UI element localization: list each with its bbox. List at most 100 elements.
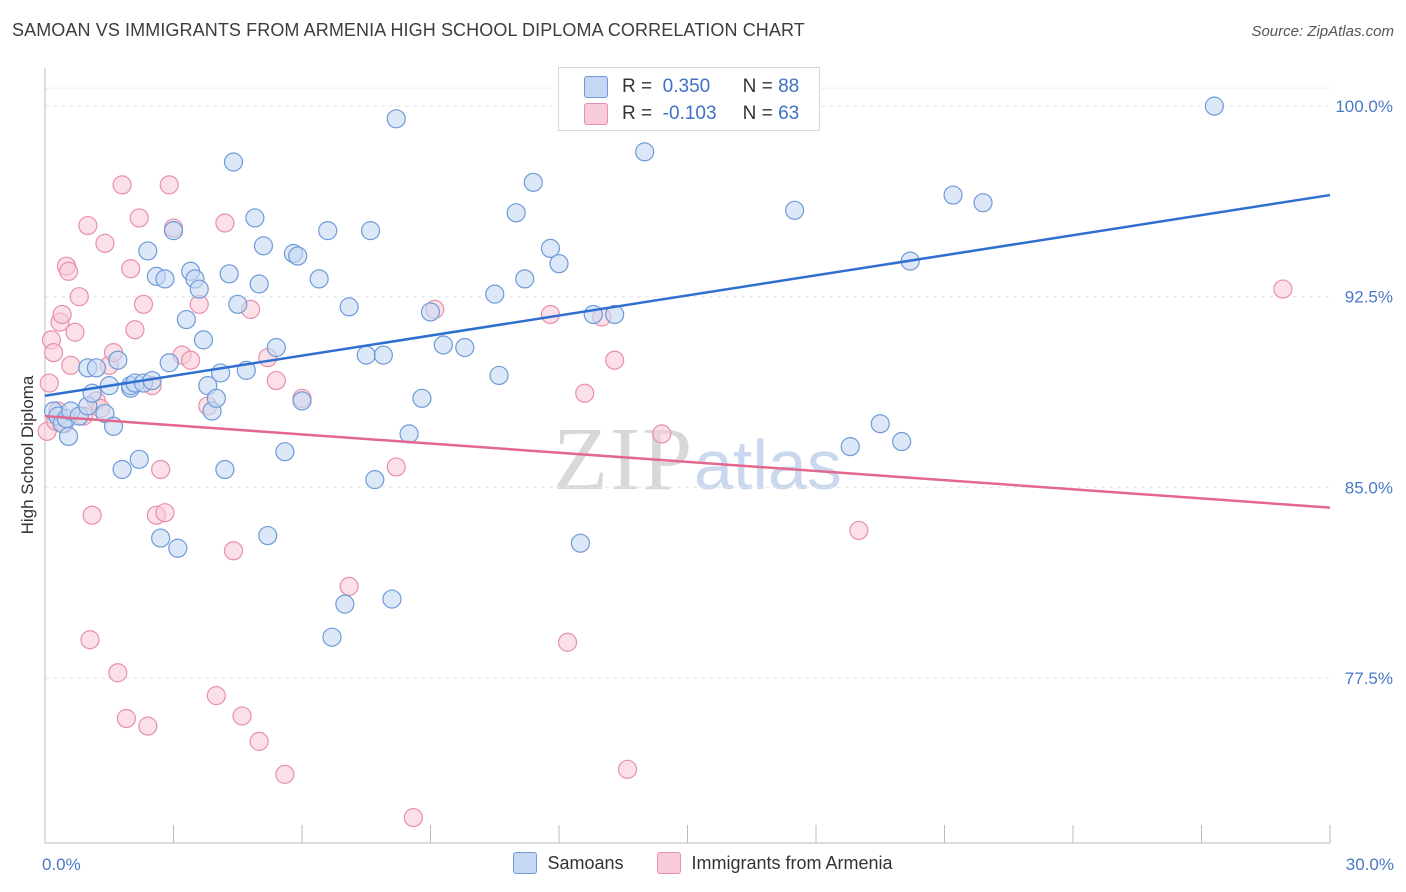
point-samoans (973, 193, 993, 213)
point-armenia (116, 708, 136, 729)
point-armenia (80, 630, 100, 650)
point-armenia (138, 716, 158, 736)
point-samoans (193, 330, 214, 350)
y-tick-label: 85.0% (1345, 478, 1393, 497)
point-samoans (892, 431, 912, 452)
point-armenia (206, 686, 226, 706)
point-armenia (43, 342, 64, 363)
stats-row-samoans: R = 0.350 N = 88 (584, 76, 799, 98)
point-samoans (253, 236, 274, 256)
point-samoans (168, 538, 188, 558)
point-samoans (515, 269, 535, 289)
point-armenia (78, 215, 98, 236)
point-samoans (549, 254, 569, 274)
point-samoans (433, 335, 453, 355)
point-samoans (258, 525, 278, 546)
legend-label-samoans: Samoans (547, 852, 624, 873)
y-tick-label: 92.5% (1345, 288, 1393, 307)
point-samoans (58, 426, 79, 447)
point-samoans (540, 238, 561, 259)
legend-label-armenia: Immigrants from Armenia (691, 852, 893, 873)
point-samoans (176, 309, 196, 330)
point-armenia (557, 632, 578, 652)
point-armenia (232, 706, 252, 726)
point-armenia (575, 383, 595, 403)
series-samoans (43, 96, 1224, 647)
point-samoans (605, 304, 625, 325)
point-armenia (181, 350, 201, 370)
point-armenia (52, 304, 72, 325)
point-samoans (228, 294, 248, 314)
stats-r-value: 0.350 (662, 76, 711, 97)
point-samoans (189, 279, 209, 299)
point-samoans (489, 365, 509, 386)
stats-n-label: N = (742, 103, 773, 124)
point-samoans (943, 185, 963, 205)
point-armenia (151, 459, 171, 480)
legend-swatch-samoans (513, 852, 538, 874)
point-samoans (108, 350, 128, 370)
point-samoans (249, 274, 269, 294)
point-samoans (223, 152, 244, 172)
point-samoans (386, 109, 406, 129)
point-armenia (652, 424, 672, 444)
stats-swatch-armenia (584, 103, 608, 125)
point-armenia (133, 294, 154, 314)
point-armenia (266, 370, 286, 391)
point-samoans (455, 337, 475, 358)
point-samoans (129, 449, 149, 469)
chart-title: SAMOAN VS IMMIGRANTS FROM ARMENIA HIGH S… (12, 20, 805, 40)
point-samoans (870, 414, 890, 434)
point-armenia (540, 304, 561, 325)
point-armenia (223, 541, 244, 561)
point-samoans (360, 221, 381, 241)
legend-item-samoans[interactable]: Samoans (513, 852, 623, 874)
point-samoans (219, 264, 239, 284)
point-armenia (82, 505, 102, 525)
point-samoans (523, 172, 543, 192)
point-samoans (420, 302, 441, 322)
stats-n-label: N = (742, 76, 773, 97)
stats-r-label: R = (622, 76, 653, 97)
point-samoans (373, 345, 393, 365)
point-armenia (112, 175, 132, 195)
point-samoans (412, 388, 432, 408)
point-armenia (605, 350, 625, 370)
point-samoans (292, 391, 312, 411)
stats-legend-box: R = 0.350 N = 88 R = -0.103 N = 63 (558, 67, 820, 131)
point-armenia (617, 759, 638, 779)
point-armenia (65, 322, 85, 342)
point-armenia (39, 373, 59, 393)
trend-lines (44, 193, 1331, 509)
point-samoans (163, 221, 184, 241)
tick-labels: 77.5% 85.0% 92.5% 100.0% 0.0% 30.0% (42, 97, 1394, 874)
point-samoans (635, 142, 655, 162)
point-armenia (129, 208, 149, 228)
point-samoans (112, 459, 132, 480)
point-samoans (784, 200, 805, 220)
point-samoans (570, 533, 591, 553)
point-samoans (365, 470, 385, 490)
point-armenia (215, 213, 235, 233)
legend-item-armenia[interactable]: Immigrants from Armenia (657, 852, 893, 874)
point-armenia (95, 233, 115, 253)
point-armenia (386, 457, 406, 477)
point-samoans (275, 442, 295, 462)
y-tick-label: 100.0% (1335, 97, 1393, 116)
point-armenia (155, 503, 175, 523)
source-label: Source: ZipAtlas.com (1251, 23, 1394, 40)
point-armenia (1273, 279, 1293, 299)
stats-row-armenia: R = -0.103 N = 63 (584, 103, 799, 125)
point-samoans (339, 297, 359, 317)
point-samoans (288, 246, 308, 266)
point-armenia (339, 576, 359, 596)
legend-swatch-armenia (657, 852, 682, 874)
point-samoans (382, 589, 402, 609)
point-armenia (249, 731, 269, 751)
point-samoans (151, 528, 171, 548)
trend-line-armenia (44, 414, 1331, 509)
point-samoans (266, 337, 286, 358)
point-samoans (206, 388, 226, 408)
stats-r-value: -0.103 (662, 103, 717, 124)
